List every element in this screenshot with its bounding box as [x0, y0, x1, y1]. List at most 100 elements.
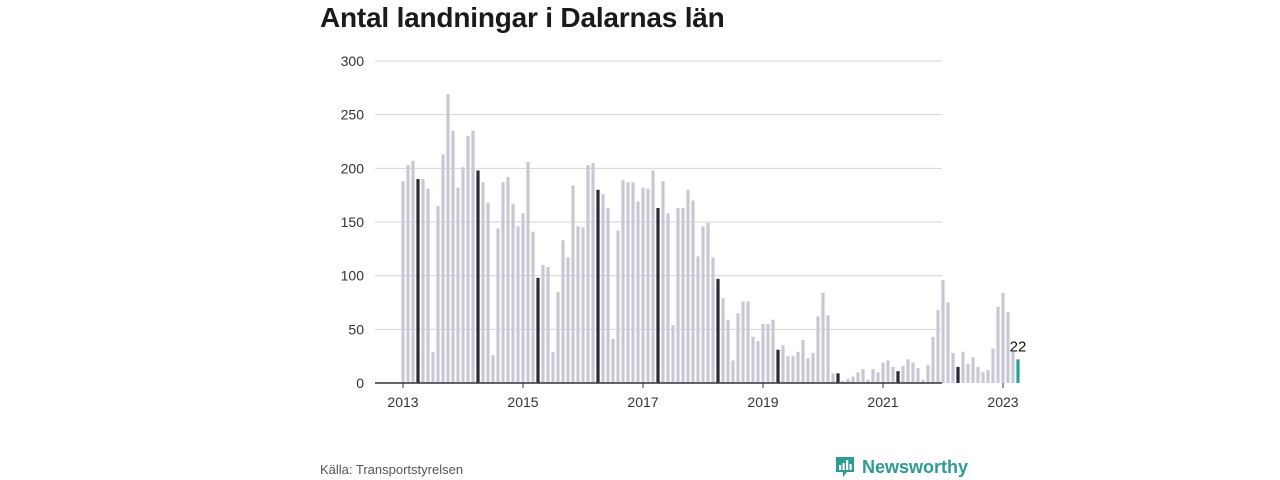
- x-axis: 2013 2015 2017 2019 2021 2023: [375, 382, 1019, 410]
- bar: [471, 130, 475, 383]
- bar: [891, 366, 895, 383]
- bar: [896, 371, 900, 383]
- bar: [541, 264, 545, 383]
- bar: [666, 213, 670, 383]
- bar: [771, 319, 775, 383]
- bars: [401, 94, 1020, 384]
- brand-name: Newsworthy: [862, 456, 969, 477]
- bar: [611, 338, 615, 383]
- bar: [916, 367, 920, 383]
- bar: [506, 176, 510, 383]
- bar: [671, 325, 675, 383]
- bar: [811, 352, 815, 383]
- x-tick-label: 2013: [387, 394, 418, 410]
- bar: [741, 301, 745, 383]
- bar: [731, 360, 735, 383]
- bar: [486, 202, 490, 383]
- bar: [846, 378, 850, 383]
- bar: [406, 165, 410, 383]
- bar: [511, 203, 515, 383]
- bar: [546, 267, 550, 383]
- bar: [861, 369, 865, 383]
- bar: [781, 345, 785, 383]
- bar: [596, 189, 600, 383]
- bar: [796, 351, 800, 383]
- bar: [931, 336, 935, 383]
- bar: [421, 179, 425, 383]
- x-tick-label: 2015: [507, 394, 538, 410]
- bar: [721, 298, 725, 383]
- bar: [711, 257, 715, 383]
- bar: [866, 379, 870, 383]
- bar: [806, 358, 810, 383]
- y-tick-label: 300: [341, 53, 365, 69]
- bar: [566, 257, 570, 383]
- bar: [986, 370, 990, 383]
- bar: [881, 362, 885, 383]
- bar: [521, 213, 525, 383]
- bar: [736, 313, 740, 383]
- bar: [601, 194, 605, 383]
- y-tick-label: 50: [348, 321, 364, 337]
- bar: [586, 165, 590, 383]
- bar: [996, 306, 1000, 383]
- bar: [706, 223, 710, 383]
- bar: [466, 136, 470, 383]
- latest-value-label: 22: [1010, 338, 1027, 355]
- bar: [621, 180, 625, 383]
- bar: [906, 359, 910, 383]
- bar: [961, 351, 965, 383]
- bar: [401, 181, 405, 383]
- bar: [756, 341, 760, 383]
- bar: [1011, 351, 1015, 383]
- bar: [831, 373, 835, 383]
- bar: [876, 372, 880, 383]
- bar: [871, 369, 875, 383]
- bar: [551, 351, 555, 383]
- bar: [456, 187, 460, 383]
- bar: [956, 366, 960, 383]
- bar: [901, 365, 905, 383]
- bar: [856, 372, 860, 383]
- bar: [841, 380, 845, 383]
- bar: [926, 364, 930, 383]
- bar: [641, 187, 645, 383]
- bar: [446, 94, 450, 384]
- bar: [526, 161, 530, 383]
- bar: [636, 201, 640, 383]
- y-axis-tick-labels: 0 50 100 150 200 250 300: [341, 53, 365, 391]
- x-tick-label: 2019: [747, 394, 778, 410]
- bar: [821, 292, 825, 383]
- bar: [826, 315, 830, 383]
- bar: [921, 379, 925, 383]
- bar: [751, 336, 755, 383]
- bar: [1016, 359, 1020, 383]
- bar: [531, 231, 535, 383]
- annotations: 22: [1010, 338, 1027, 355]
- bar: [606, 208, 610, 383]
- y-tick-label: 250: [341, 107, 365, 123]
- bar: [766, 323, 770, 383]
- bar: [516, 226, 520, 383]
- bar: [761, 323, 765, 383]
- bar: [631, 182, 635, 383]
- bar: [491, 355, 495, 383]
- bar: [451, 130, 455, 383]
- bar: [426, 188, 430, 383]
- bar: [501, 182, 505, 383]
- bar: [1001, 292, 1005, 383]
- bar: [416, 179, 420, 383]
- bar: [411, 160, 415, 383]
- bar: [966, 363, 970, 383]
- bar: [651, 170, 655, 383]
- y-tick-label: 0: [356, 375, 364, 391]
- bar: [591, 162, 595, 383]
- bar: [1006, 312, 1010, 383]
- x-tick-label: 2023: [987, 394, 1018, 410]
- bar: [461, 167, 465, 383]
- x-tick-label: 2017: [627, 394, 658, 410]
- bar: [976, 366, 980, 383]
- bar: [951, 352, 955, 383]
- bar: [936, 310, 940, 383]
